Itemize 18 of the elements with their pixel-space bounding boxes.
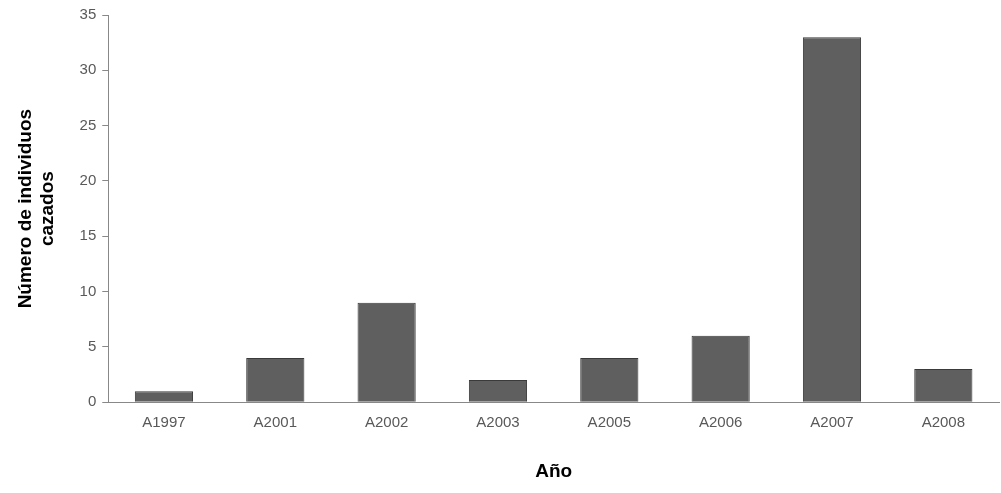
y-tick-label: 25 <box>79 115 97 133</box>
y-tick-label: 5 <box>87 337 97 355</box>
x-axis-title: Año <box>535 459 573 481</box>
y-tick-label: 15 <box>79 226 97 244</box>
x-tick-label: A2001 <box>253 413 297 431</box>
x-tick-label: A2008 <box>921 413 966 431</box>
x-tick-label: A1997 <box>142 413 186 431</box>
y-tick-label: 0 <box>87 392 97 410</box>
x-tick-label: A2007 <box>810 413 854 431</box>
y-tick-label: 35 <box>79 5 97 23</box>
x-tick-label: A2006 <box>698 413 743 431</box>
y-tick-label: 20 <box>79 171 97 189</box>
x-tick-label: A2005 <box>587 413 631 431</box>
x-tick-label: A2003 <box>476 413 520 431</box>
y-tick-label: 30 <box>79 60 97 78</box>
x-tick-label: A2002 <box>364 413 409 431</box>
y-axis-title: Número de individuos cazados <box>13 108 58 309</box>
y-tick-label: 10 <box>79 281 97 299</box>
